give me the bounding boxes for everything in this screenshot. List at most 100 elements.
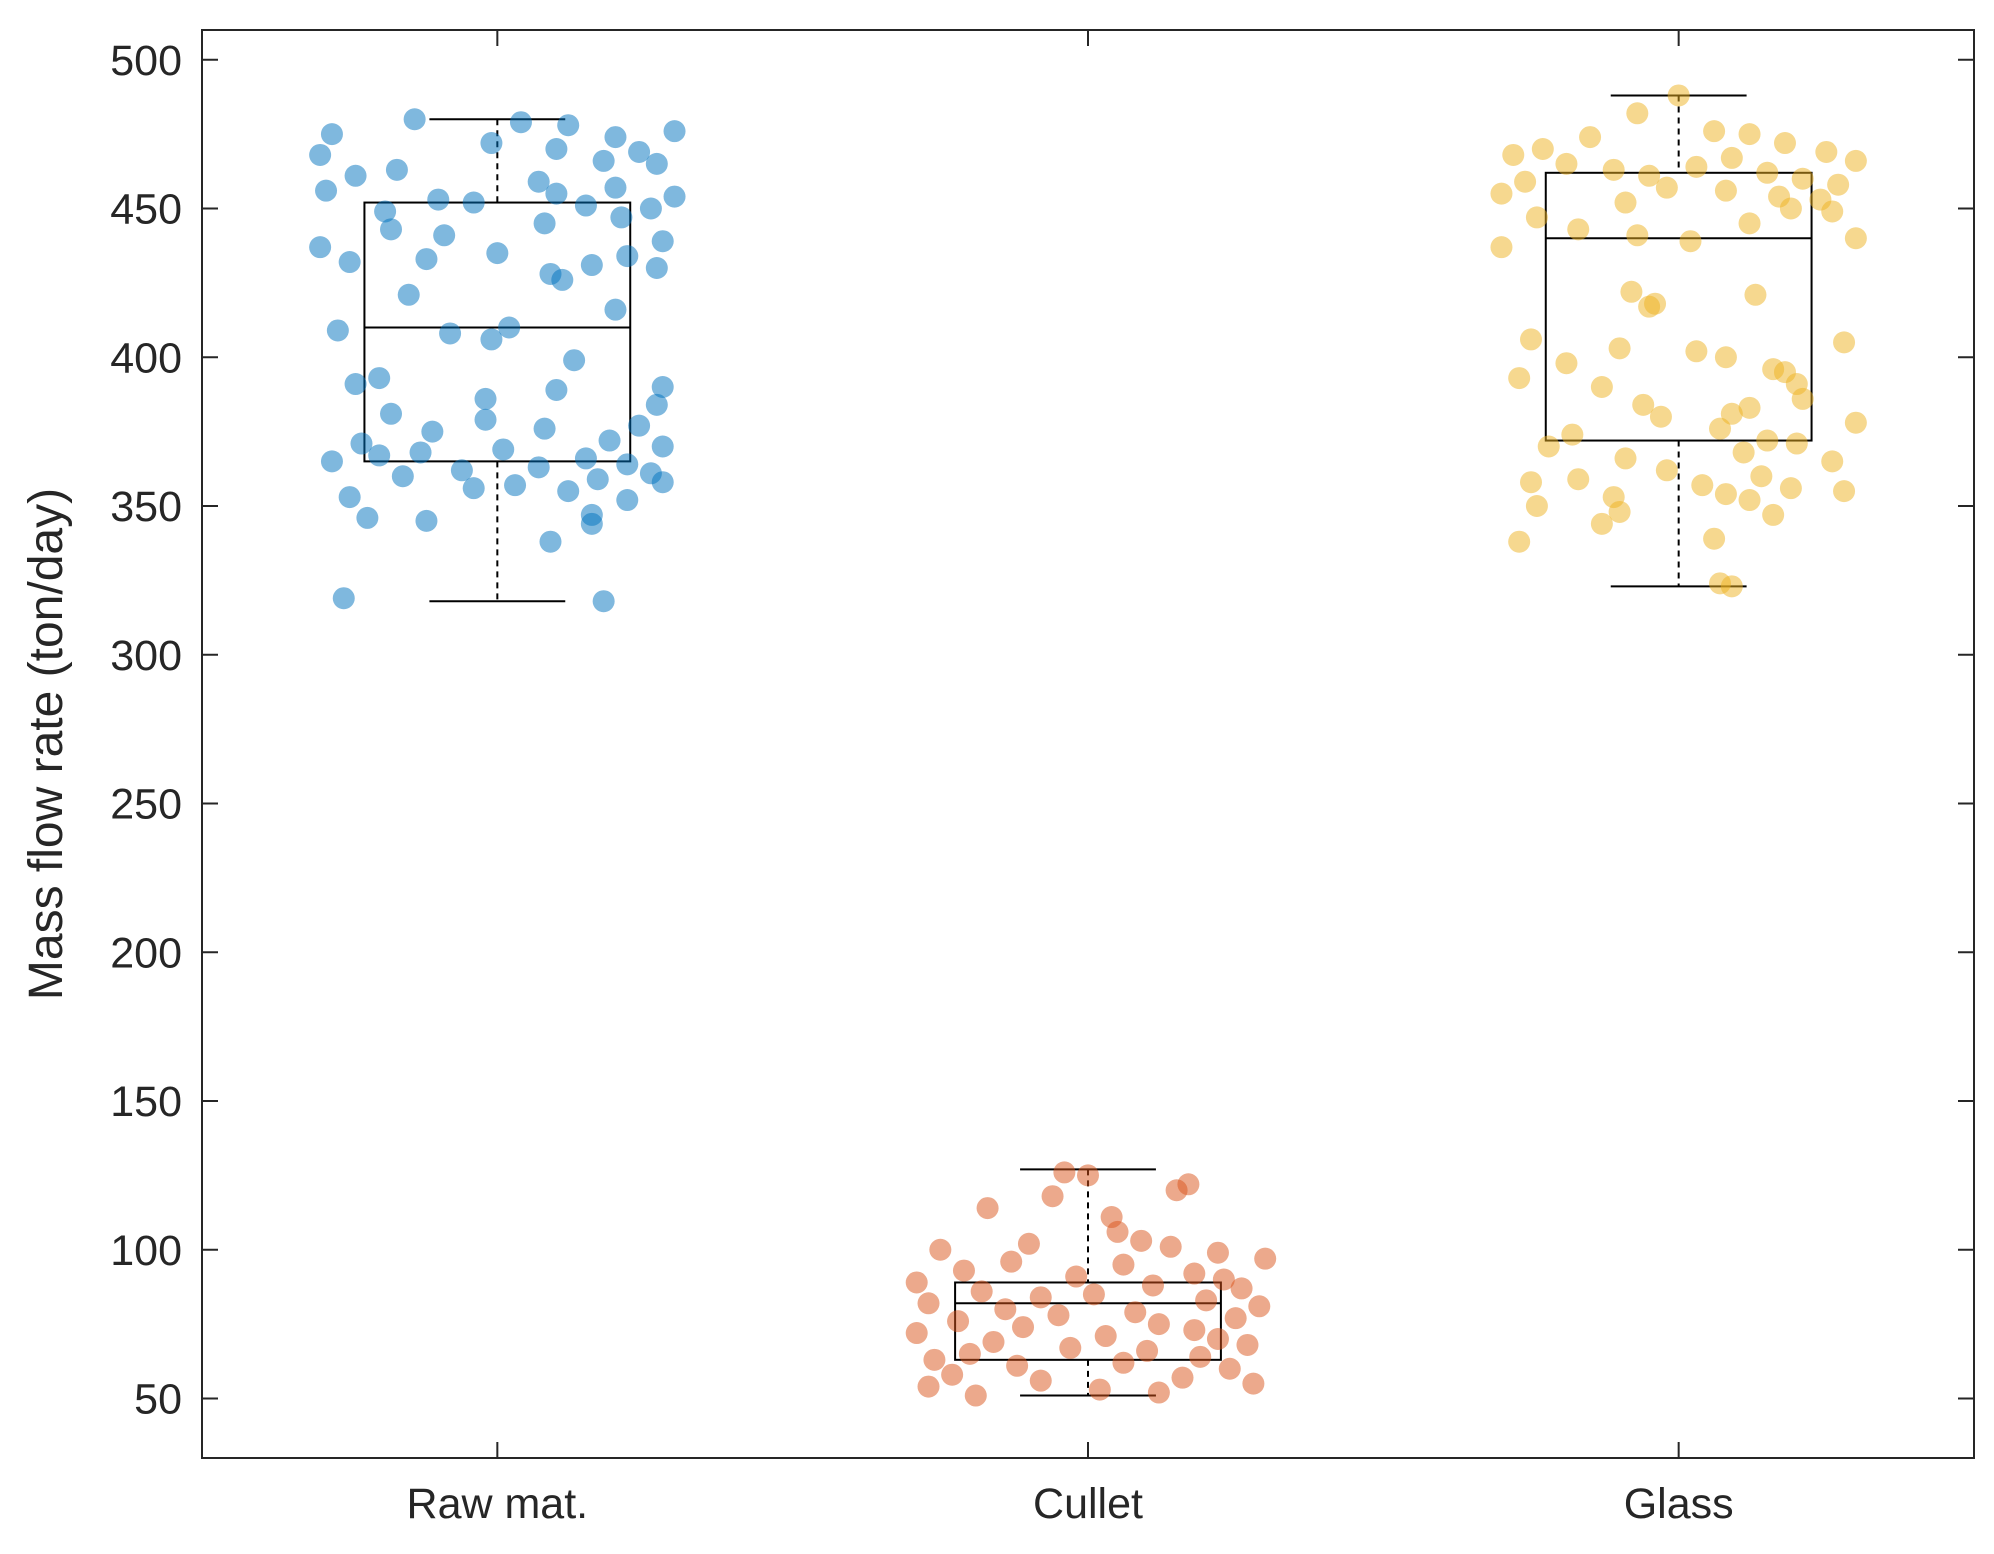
x-tick-label: Raw mat. xyxy=(407,1480,589,1528)
data-point xyxy=(1029,1369,1052,1392)
data-point xyxy=(1844,149,1867,172)
data-point xyxy=(1017,1232,1040,1255)
data-point xyxy=(563,349,586,372)
data-point xyxy=(1844,227,1867,250)
data-point xyxy=(1821,200,1844,223)
data-point xyxy=(1077,1164,1099,1187)
data-point xyxy=(509,111,532,134)
data-point xyxy=(1655,176,1678,199)
data-point xyxy=(1112,1253,1135,1276)
data-point xyxy=(1590,376,1613,398)
y-tick-label: 350 xyxy=(110,483,182,531)
data-point xyxy=(368,367,391,390)
data-point xyxy=(1189,1345,1212,1368)
box-iqr xyxy=(1544,171,1813,442)
data-point xyxy=(580,254,603,277)
data-point xyxy=(1248,1295,1271,1318)
data-point xyxy=(533,212,556,235)
data-point xyxy=(1844,411,1867,434)
data-point xyxy=(1520,471,1542,494)
data-point xyxy=(905,1322,928,1345)
data-point xyxy=(1590,512,1613,535)
data-point xyxy=(557,480,580,503)
data-point xyxy=(1537,435,1560,458)
data-point xyxy=(1490,182,1513,205)
data-point xyxy=(450,459,473,482)
data-point xyxy=(1230,1277,1253,1300)
data-point xyxy=(1750,465,1773,488)
data-point xyxy=(1614,191,1637,214)
data-point xyxy=(344,373,367,396)
data-point xyxy=(344,164,367,187)
data-point xyxy=(1094,1325,1117,1348)
data-point xyxy=(1171,1366,1194,1389)
data-point xyxy=(415,248,438,271)
data-point xyxy=(462,191,485,214)
data-point xyxy=(320,123,343,146)
data-point xyxy=(1490,236,1513,259)
data-point xyxy=(1059,1336,1082,1359)
data-point xyxy=(651,230,674,253)
data-point xyxy=(1738,212,1761,235)
data-point xyxy=(1709,417,1732,440)
data-point xyxy=(504,474,527,497)
data-point xyxy=(651,435,674,458)
data-point xyxy=(1525,206,1548,229)
data-point xyxy=(1579,126,1602,149)
data-point xyxy=(380,402,403,425)
data-point xyxy=(1147,1381,1170,1404)
data-point xyxy=(433,224,456,247)
data-point xyxy=(391,465,414,488)
data-point xyxy=(1602,158,1625,181)
data-point xyxy=(462,477,485,500)
data-point xyxy=(1183,1262,1206,1285)
data-point xyxy=(1785,432,1808,455)
data-point xyxy=(1720,146,1743,169)
data-point xyxy=(533,417,556,440)
data-point xyxy=(958,1342,981,1365)
data-point xyxy=(1691,474,1714,497)
y-tick-label: 200 xyxy=(110,929,182,977)
data-point xyxy=(1655,459,1678,482)
y-tick-label: 50 xyxy=(134,1376,182,1424)
data-point xyxy=(492,438,515,461)
data-point xyxy=(982,1330,1005,1353)
data-point xyxy=(1791,387,1814,410)
data-point xyxy=(1649,405,1672,428)
data-point xyxy=(1531,138,1554,160)
data-point xyxy=(952,1259,975,1282)
data-point xyxy=(929,1238,952,1261)
y-tick-label: 300 xyxy=(110,632,182,680)
y-tick-label: 400 xyxy=(110,334,182,382)
y-axis-label: Mass flow rate (ton/day) xyxy=(20,488,73,1000)
data-point xyxy=(1638,164,1661,187)
scatter-points-layer xyxy=(309,84,1867,1407)
data-point xyxy=(645,152,668,175)
data-point xyxy=(604,298,627,321)
data-point xyxy=(374,200,397,223)
data-point xyxy=(338,251,361,274)
data-point xyxy=(397,283,420,306)
data-point xyxy=(1833,331,1856,354)
data-point xyxy=(427,188,450,211)
data-point xyxy=(1212,1268,1235,1291)
data-point xyxy=(1667,84,1690,107)
data-point xyxy=(1508,367,1531,390)
data-point xyxy=(1714,483,1737,506)
data-point xyxy=(1006,1354,1029,1377)
data-point xyxy=(527,170,550,193)
data-point xyxy=(1720,402,1743,425)
data-point xyxy=(639,197,662,220)
data-point xyxy=(574,194,597,217)
data-point xyxy=(586,468,609,491)
data-point xyxy=(1195,1289,1218,1312)
data-point xyxy=(368,444,391,467)
data-point xyxy=(1047,1304,1070,1327)
data-point xyxy=(350,432,373,455)
data-point xyxy=(326,319,349,342)
data-point xyxy=(1779,477,1802,500)
data-point xyxy=(1567,218,1590,241)
data-point xyxy=(1130,1229,1153,1252)
data-point xyxy=(663,120,686,143)
data-point xyxy=(545,378,568,401)
